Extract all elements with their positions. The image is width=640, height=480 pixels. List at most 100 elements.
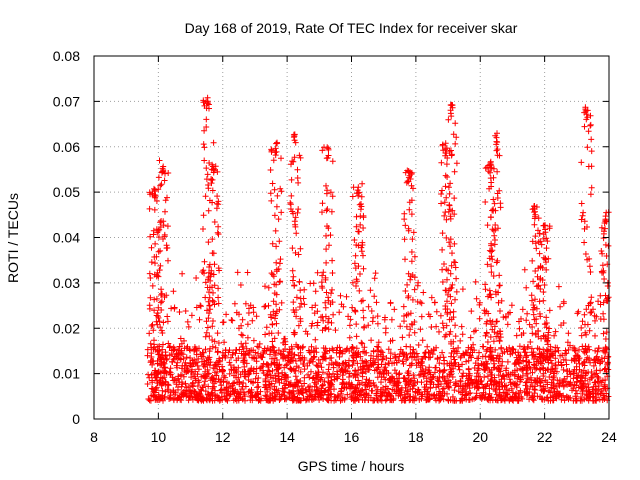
data-point — [532, 240, 539, 247]
data-point — [156, 396, 163, 403]
data-point — [336, 362, 343, 368]
data-point — [485, 293, 491, 300]
data-point — [496, 152, 503, 159]
data-point — [311, 383, 318, 390]
data-point — [329, 158, 336, 165]
data-point — [349, 352, 356, 359]
data-point — [163, 370, 170, 377]
data-point — [319, 200, 326, 207]
data-point — [203, 124, 210, 130]
data-point — [482, 391, 489, 398]
data-point — [495, 225, 501, 232]
data-point — [170, 288, 177, 295]
data-point — [196, 393, 202, 400]
data-point — [205, 391, 212, 398]
data-point — [164, 244, 171, 251]
data-point — [158, 382, 165, 389]
data-point — [557, 303, 564, 310]
data-point — [491, 323, 498, 330]
data-point — [594, 378, 601, 385]
data-point — [292, 139, 299, 146]
data-point — [507, 309, 513, 316]
data-point — [336, 344, 343, 351]
data-point — [211, 301, 218, 308]
data-point — [446, 148, 453, 155]
data-point — [574, 390, 580, 397]
data-point — [590, 397, 597, 404]
x-axis-tick-labels: 8 10 12 14 16 18 20 22 24 — [90, 429, 617, 445]
data-point — [444, 390, 450, 397]
data-point — [531, 390, 538, 397]
data-point — [580, 359, 587, 366]
data-point — [156, 343, 163, 350]
data-point — [151, 307, 158, 314]
data-point — [567, 371, 574, 378]
data-point — [496, 282, 503, 289]
data-point — [211, 282, 218, 289]
data-point — [592, 359, 599, 366]
data-point — [213, 372, 220, 379]
data-point — [360, 307, 367, 314]
data-point — [226, 370, 233, 377]
data-point — [248, 347, 255, 354]
data-point — [408, 258, 415, 265]
data-point — [289, 395, 296, 402]
data-point — [489, 326, 496, 333]
data-point — [465, 357, 472, 364]
data-point — [541, 387, 548, 394]
data-point — [297, 378, 304, 384]
data-point — [450, 131, 457, 138]
data-point — [421, 384, 428, 391]
data-point — [541, 396, 548, 403]
data-point — [488, 349, 495, 355]
data-point — [144, 381, 151, 387]
data-point — [201, 144, 208, 151]
data-point — [533, 305, 540, 312]
data-point — [570, 356, 577, 363]
data-point — [264, 386, 271, 393]
data-point — [409, 353, 415, 360]
data-point — [156, 157, 163, 164]
data-point — [325, 397, 332, 404]
data-point — [191, 348, 198, 354]
data-point — [171, 355, 178, 362]
data-point — [418, 313, 425, 320]
data-point — [498, 344, 505, 351]
data-point — [295, 206, 302, 213]
data-point — [481, 374, 488, 381]
data-point — [465, 344, 472, 351]
data-point — [342, 367, 349, 374]
data-point — [447, 293, 454, 300]
data-point — [256, 340, 263, 347]
data-point — [443, 216, 450, 223]
data-point — [296, 304, 303, 310]
data-point — [439, 142, 446, 149]
data-point — [411, 286, 418, 293]
data-point — [258, 364, 265, 371]
data-point — [429, 374, 436, 381]
data-point — [358, 339, 365, 346]
data-point — [272, 149, 279, 156]
data-point — [329, 286, 335, 293]
data-point — [146, 374, 153, 381]
data-point — [307, 392, 314, 398]
data-point — [264, 371, 271, 378]
data-point — [337, 347, 344, 354]
data-point — [401, 216, 408, 223]
data-point — [434, 375, 441, 382]
data-point — [425, 311, 432, 318]
data-point — [356, 287, 363, 294]
data-point — [157, 324, 164, 331]
data-point — [488, 294, 495, 301]
data-point — [219, 349, 226, 356]
data-point — [465, 365, 472, 372]
data-point — [555, 380, 562, 387]
data-point — [418, 393, 425, 400]
data-point — [188, 363, 195, 370]
data-point — [407, 350, 414, 357]
data-point — [458, 323, 465, 330]
data-point — [208, 177, 215, 184]
data-point — [451, 397, 458, 404]
data-point — [562, 347, 569, 354]
